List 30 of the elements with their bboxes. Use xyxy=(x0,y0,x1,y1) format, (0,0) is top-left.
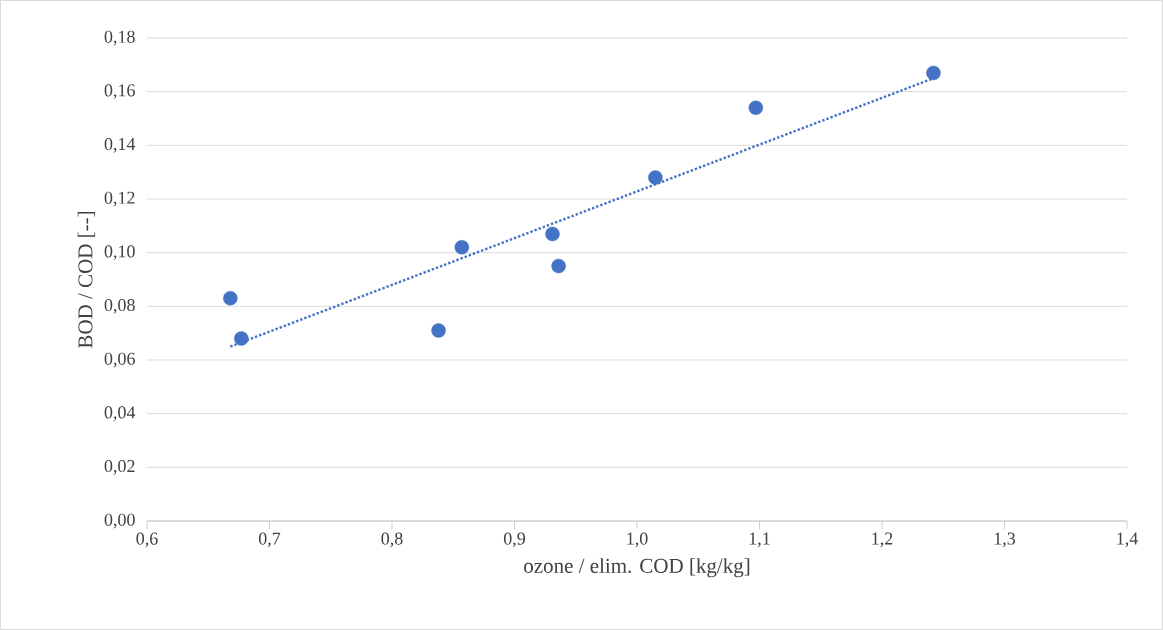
x-tick-label: 0,9 xyxy=(503,532,526,548)
point xyxy=(234,331,249,346)
x-tick-label: 1,1 xyxy=(749,532,770,548)
y-tick-label: 0,16 xyxy=(104,84,135,100)
y-tick-label: 0,00 xyxy=(104,513,135,529)
y-tick-label: 0,02 xyxy=(104,459,135,475)
point xyxy=(748,100,764,115)
x-tick-label: 1,2 xyxy=(872,532,893,548)
x-tick-label: 1,3 xyxy=(994,532,1016,548)
x-tick-label: 1,0 xyxy=(627,532,648,548)
y-tick-label: 0,06 xyxy=(104,352,135,368)
y-tick-label: 0,14 xyxy=(104,137,136,153)
y-tick-label: 0,04 xyxy=(104,406,136,422)
x-tick-label: 0,7 xyxy=(258,532,281,548)
y-tick-label: 0,12 xyxy=(104,191,135,207)
y-axis-title: BOD / COD [--] xyxy=(77,211,96,348)
point xyxy=(545,226,560,242)
y-tick-label: 0,18 xyxy=(104,30,135,46)
y-tick-label: 0,10 xyxy=(104,245,135,261)
point xyxy=(431,323,446,338)
x-tick-label: 1,4 xyxy=(1117,532,1138,548)
x-tick-label: 0,6 xyxy=(136,532,158,548)
point xyxy=(454,240,470,255)
point xyxy=(223,291,238,306)
point xyxy=(926,65,941,81)
x-tick-label: 0,8 xyxy=(381,532,403,548)
point xyxy=(648,170,663,185)
x-axis-title: ozone / elim. COD [kg/kg] xyxy=(524,558,750,578)
point xyxy=(551,258,566,274)
y-tick-label: 0,08 xyxy=(104,298,135,314)
